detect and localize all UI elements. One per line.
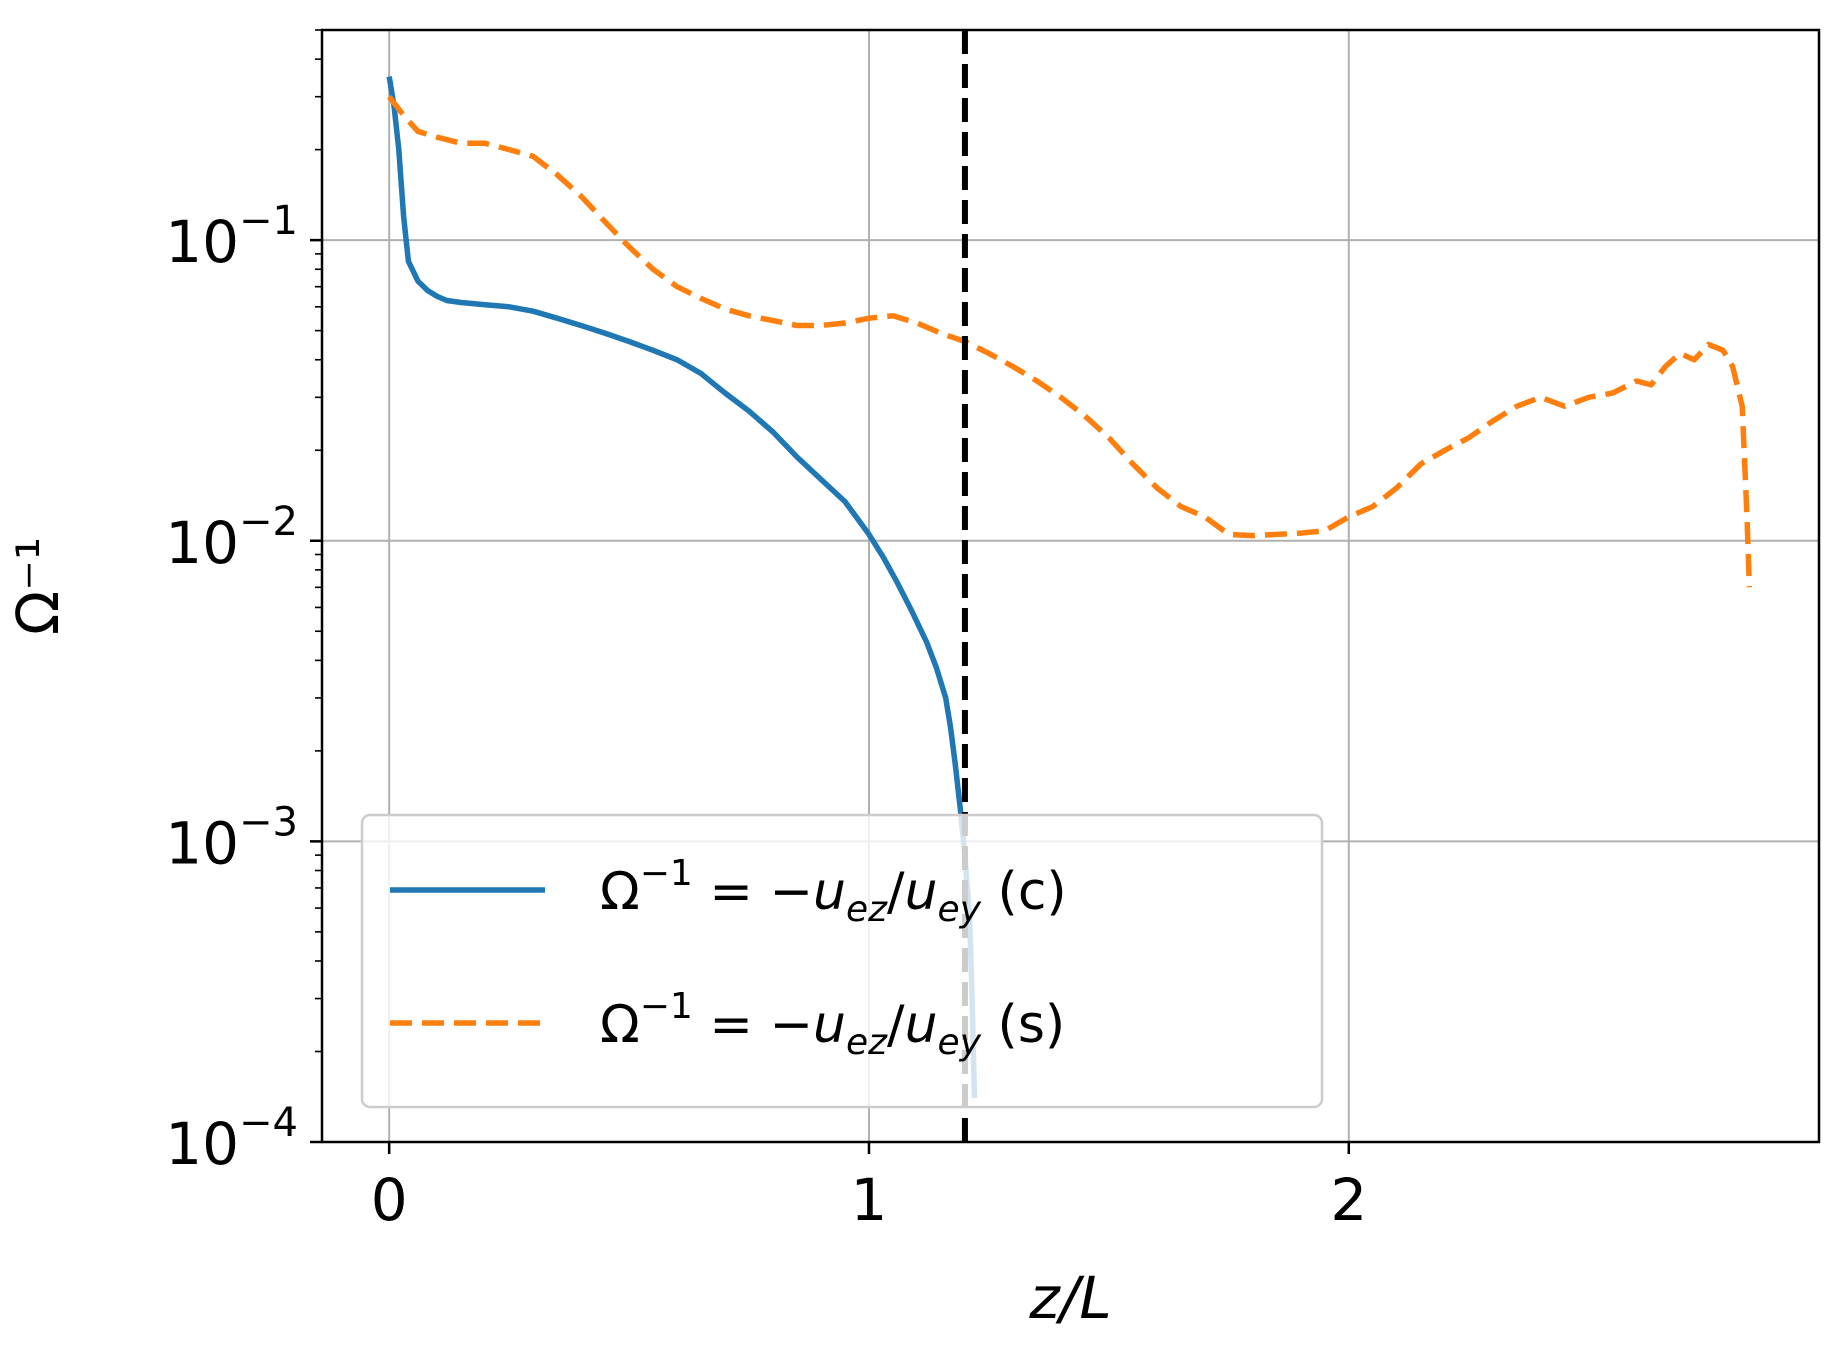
y-tick-label: 10−2 [165,499,298,577]
series-line-0 [386,76,978,1099]
axis-ticks: 0 1 2 10−1 10−2 10−3 10−4 [165,198,1367,1234]
legend-label-0: Ω−1 = −uez/uey (c) [600,853,1067,930]
y-tick-label: 10−1 [165,198,298,276]
x-tick-label: 0 [371,1166,408,1234]
legend: Ω−1 = −uez/uey (c) Ω−1 = −uez/uey (s) [360,813,1324,1109]
legend-box [360,813,1324,1109]
legend-label-1: Ω−1 = −uez/uey (s) [600,986,1065,1063]
x-tick-label: 1 [851,1166,888,1234]
y-tick-label: 10−3 [165,799,298,877]
y-axis-title: Ω⁻¹ [4,537,72,635]
plot-lines [386,76,1753,1099]
x-tick-label: 2 [1330,1166,1367,1234]
x-axis-title: z/L [1028,1264,1111,1332]
series-line-1 [387,95,1753,588]
y-tick-label: 10−4 [165,1100,298,1178]
plot-frame [320,28,1821,1144]
